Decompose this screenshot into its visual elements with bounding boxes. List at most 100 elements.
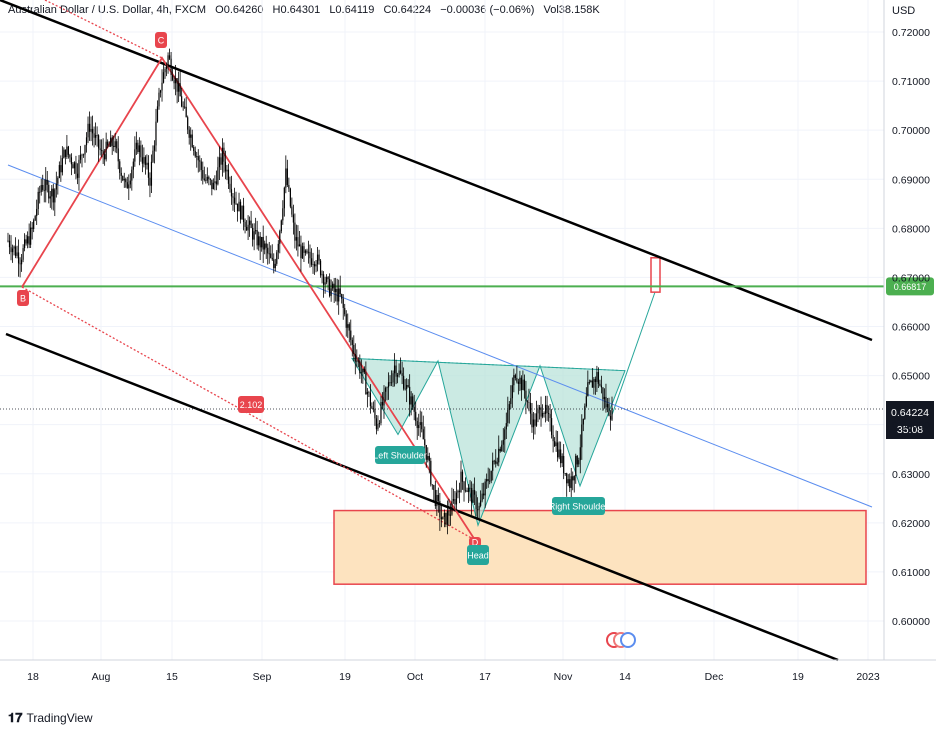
ratio-label-bg bbox=[238, 396, 264, 413]
symbol-title[interactable]: Australian Dollar / U.S. Dollar, 4h, FXC… bbox=[8, 4, 207, 16]
candle-body bbox=[178, 83, 180, 92]
candle-body bbox=[116, 141, 118, 149]
candle-body bbox=[161, 82, 163, 91]
candle-body bbox=[490, 470, 492, 481]
candle-body bbox=[501, 444, 503, 452]
candle-body bbox=[208, 176, 210, 180]
candle-body bbox=[422, 429, 424, 440]
candle-body bbox=[430, 460, 432, 485]
candle-body bbox=[584, 406, 586, 419]
candle-body bbox=[389, 382, 391, 384]
candle-body bbox=[551, 418, 553, 435]
countdown-tag: 35:08 bbox=[897, 424, 923, 436]
candle-body bbox=[493, 460, 495, 462]
candle-body bbox=[113, 145, 115, 148]
candle-body bbox=[40, 185, 42, 193]
candle-body bbox=[416, 421, 418, 429]
candle-body bbox=[141, 157, 143, 164]
x-tick-label: Oct bbox=[407, 671, 423, 683]
x-tick-label: 17 bbox=[479, 671, 491, 683]
volume-value: Vol38.158K bbox=[543, 4, 600, 16]
tradingview-logo-icon[interactable]: 𝟏𝟕 bbox=[8, 710, 23, 725]
candle-body bbox=[140, 145, 142, 158]
candle-body bbox=[122, 175, 124, 181]
candle-body bbox=[489, 480, 491, 482]
candle-body bbox=[582, 418, 584, 425]
channel-midline bbox=[7, 164, 873, 508]
candle-body bbox=[193, 147, 195, 152]
candle-body bbox=[209, 179, 211, 180]
candle-body bbox=[90, 128, 92, 132]
candle-body bbox=[276, 252, 278, 264]
candle-body bbox=[75, 162, 77, 174]
candle-body bbox=[511, 385, 513, 399]
y-tick-label: 0.67000 bbox=[892, 272, 930, 284]
chart-header: Australian Dollar / U.S. Dollar, 4h, FXC… bbox=[8, 4, 606, 16]
candle-body bbox=[421, 422, 423, 430]
candle-body bbox=[187, 117, 189, 130]
candle-body bbox=[555, 442, 557, 447]
candle-body bbox=[96, 135, 98, 136]
candle-body bbox=[280, 220, 282, 232]
candle-body bbox=[261, 236, 263, 248]
candle-body bbox=[294, 222, 296, 241]
candle-body bbox=[499, 448, 501, 452]
candle-body bbox=[46, 179, 48, 185]
axes: USD 0.72000 0.71000 0.70000 0.69000 0.68000 0.… bbox=[0, 0, 936, 683]
tradingview-brand[interactable]: TradingView bbox=[26, 711, 93, 725]
ohlc-high: H0.64301 bbox=[272, 4, 321, 16]
candle-body bbox=[526, 401, 529, 403]
candle-body bbox=[543, 413, 545, 414]
candle-body bbox=[439, 501, 441, 518]
candle-body bbox=[34, 216, 36, 221]
candle-body bbox=[217, 167, 219, 185]
candle-body bbox=[105, 141, 107, 160]
y-tick-label: 0.68000 bbox=[892, 223, 930, 235]
candle-body bbox=[13, 246, 15, 249]
projection-line bbox=[611, 291, 656, 416]
pivot-b-label-bg bbox=[17, 290, 29, 306]
candle-body bbox=[372, 408, 375, 410]
candle-body bbox=[557, 442, 559, 458]
candle-body bbox=[594, 379, 596, 382]
candle-body bbox=[570, 476, 572, 488]
candle-body bbox=[507, 410, 509, 424]
candle-body bbox=[8, 240, 11, 248]
candle-body bbox=[434, 490, 436, 507]
candle-body bbox=[345, 314, 347, 328]
channel-upper-line bbox=[0, 0, 873, 342]
candle-body bbox=[386, 387, 388, 389]
candle-body bbox=[606, 403, 609, 408]
candle-body bbox=[496, 462, 498, 464]
candle-body bbox=[318, 254, 320, 261]
y-tick-label: 0.60000 bbox=[892, 616, 930, 628]
candle-body bbox=[123, 179, 125, 181]
candle-body bbox=[165, 65, 168, 69]
candle-body bbox=[258, 236, 260, 246]
candle-body bbox=[199, 160, 201, 162]
candle-body bbox=[436, 494, 438, 507]
candle-body bbox=[51, 188, 53, 197]
candle-body bbox=[173, 79, 175, 84]
candle-body bbox=[390, 382, 393, 384]
head-label-bg bbox=[467, 545, 489, 565]
candle-body bbox=[351, 339, 353, 345]
candle-body bbox=[28, 236, 30, 245]
candle-body bbox=[132, 161, 134, 170]
y-tick-label: 0.70000 bbox=[892, 125, 930, 137]
candle-body bbox=[591, 380, 593, 388]
candle-body bbox=[119, 161, 121, 173]
candle-body bbox=[588, 382, 590, 383]
candle-body bbox=[529, 402, 532, 414]
candle-body bbox=[162, 72, 165, 83]
candle-body bbox=[401, 373, 403, 376]
candle-body bbox=[181, 96, 183, 107]
candle-body bbox=[30, 227, 32, 245]
candle-body bbox=[164, 68, 166, 73]
candle-body bbox=[274, 263, 276, 269]
candle-body bbox=[87, 123, 89, 138]
candle-body bbox=[52, 188, 54, 203]
candle-body bbox=[316, 254, 319, 265]
candle-body bbox=[203, 178, 205, 180]
